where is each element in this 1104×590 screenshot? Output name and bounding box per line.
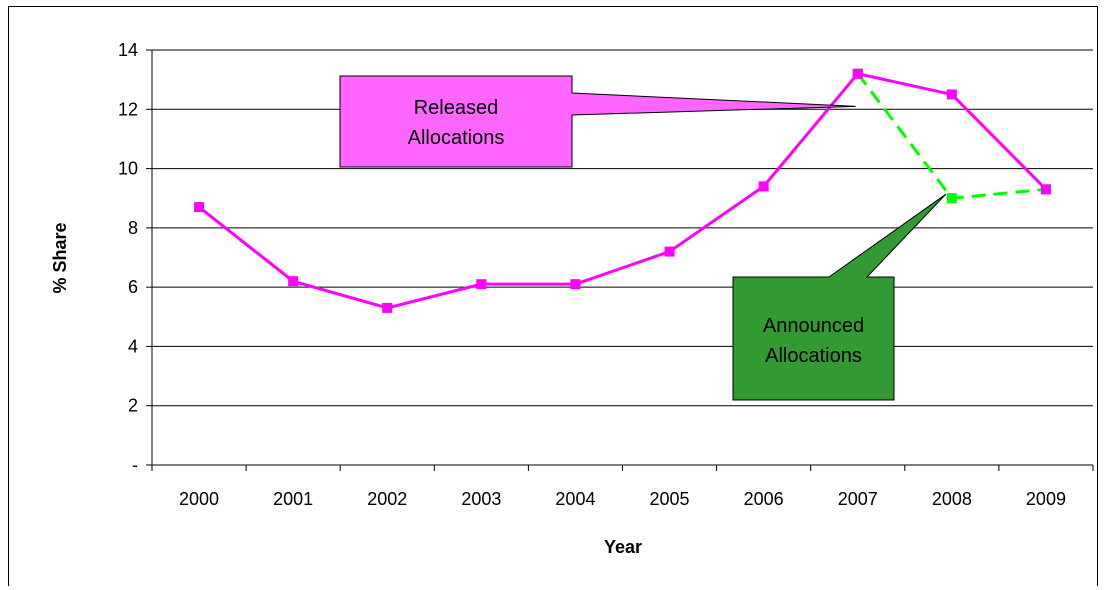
data-point-released	[1040, 184, 1051, 195]
data-point-released	[758, 181, 769, 192]
data-point-released	[476, 279, 487, 290]
data-point-released	[288, 276, 299, 287]
data-point-announced	[946, 193, 957, 204]
y-tick-label: 4	[128, 336, 138, 356]
callout-released-text: Allocations	[408, 127, 505, 149]
x-tick-label: 2004	[555, 489, 595, 509]
x-tick-label: 2000	[179, 489, 219, 509]
x-tick-label: 2001	[273, 489, 313, 509]
y-axis-title: % Share	[50, 222, 70, 293]
x-tick-label: 2006	[744, 489, 784, 509]
axes: Year % Share - 2 4 6 8 10 12 14 2000 2001 2002 2003…	[50, 40, 1094, 557]
callout-announced-text: Announced	[763, 315, 864, 337]
data-point-released	[570, 279, 581, 290]
chart-frame	[8, 6, 1098, 586]
x-tick-label: 2009	[1026, 489, 1066, 509]
callouts: Released Allocations Announced Allocations	[339, 75, 947, 401]
data-point-released	[194, 202, 205, 213]
x-axis-title: Year	[604, 537, 642, 557]
x-tick-label: 2002	[367, 489, 407, 509]
callout-released	[339, 75, 856, 168]
y-tick-label: 2	[128, 396, 138, 416]
y-tick-label: 10	[118, 159, 138, 179]
data-point-released	[946, 89, 957, 100]
y-tick-label: 14	[118, 40, 138, 60]
series	[194, 68, 1051, 313]
y-tick-label: -	[132, 455, 138, 475]
y-tick-label: 12	[118, 99, 138, 119]
y-tick-label: 8	[128, 218, 138, 238]
callout-announced	[732, 193, 947, 401]
data-point-released	[664, 246, 675, 257]
data-point-released	[382, 302, 393, 313]
x-tick-label: 2007	[838, 489, 878, 509]
y-tick-label: 6	[128, 277, 138, 297]
x-tick-label: 2003	[461, 489, 501, 509]
series-line-released	[198, 72, 1048, 310]
data-point-released	[852, 68, 863, 79]
callout-announced-text: Allocations	[765, 345, 862, 367]
x-tick-label: 2008	[932, 489, 972, 509]
callout-released-text: Released	[414, 97, 499, 119]
x-tick-label: 2005	[650, 489, 690, 509]
